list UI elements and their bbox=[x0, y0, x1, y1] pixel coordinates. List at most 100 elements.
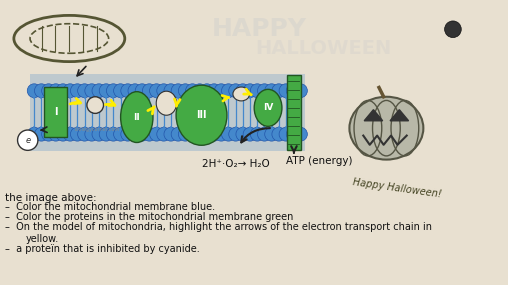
Circle shape bbox=[207, 127, 221, 141]
Text: –  Color the mitochondrial membrane blue.: – Color the mitochondrial membrane blue. bbox=[5, 202, 215, 212]
Text: III: III bbox=[196, 110, 207, 120]
Circle shape bbox=[272, 127, 286, 141]
Circle shape bbox=[49, 84, 62, 98]
Circle shape bbox=[114, 127, 128, 141]
FancyBboxPatch shape bbox=[287, 75, 301, 150]
Circle shape bbox=[63, 127, 77, 141]
Ellipse shape bbox=[156, 91, 177, 115]
Circle shape bbox=[164, 127, 178, 141]
Circle shape bbox=[78, 84, 91, 98]
Circle shape bbox=[142, 127, 156, 141]
Circle shape bbox=[35, 84, 48, 98]
Circle shape bbox=[49, 127, 62, 141]
Circle shape bbox=[185, 127, 200, 141]
Circle shape bbox=[265, 84, 278, 98]
Circle shape bbox=[258, 84, 271, 98]
Circle shape bbox=[164, 84, 178, 98]
Text: biologycorner.com: biologycorner.com bbox=[75, 127, 120, 132]
Circle shape bbox=[63, 84, 77, 98]
Circle shape bbox=[236, 84, 250, 98]
Polygon shape bbox=[364, 110, 383, 121]
Circle shape bbox=[229, 127, 243, 141]
Circle shape bbox=[157, 84, 171, 98]
Circle shape bbox=[221, 84, 235, 98]
Text: –  On the model of mitochondria, highlight the arrows of the electron transport : – On the model of mitochondria, highligh… bbox=[5, 223, 432, 233]
Text: II: II bbox=[134, 113, 140, 122]
Circle shape bbox=[114, 84, 128, 98]
Circle shape bbox=[171, 127, 185, 141]
Circle shape bbox=[185, 84, 200, 98]
Circle shape bbox=[142, 84, 156, 98]
Text: –  a proteïn that is inhibited by cyanide.: – a proteïn that is inhibited by cyanide… bbox=[5, 244, 199, 254]
Circle shape bbox=[444, 21, 461, 38]
Text: HALLOWEEN: HALLOWEEN bbox=[256, 38, 392, 58]
Circle shape bbox=[106, 84, 120, 98]
Circle shape bbox=[149, 127, 164, 141]
Circle shape bbox=[287, 127, 300, 141]
Circle shape bbox=[87, 97, 104, 113]
Circle shape bbox=[92, 127, 106, 141]
Circle shape bbox=[99, 127, 113, 141]
Circle shape bbox=[243, 84, 257, 98]
Circle shape bbox=[56, 84, 70, 98]
Circle shape bbox=[236, 127, 250, 141]
Circle shape bbox=[35, 127, 48, 141]
Circle shape bbox=[193, 127, 207, 141]
Circle shape bbox=[193, 84, 207, 98]
Circle shape bbox=[200, 84, 214, 98]
FancyBboxPatch shape bbox=[29, 74, 305, 151]
Circle shape bbox=[42, 127, 55, 141]
Circle shape bbox=[265, 127, 278, 141]
Text: the image above:: the image above: bbox=[5, 193, 96, 203]
Circle shape bbox=[85, 127, 99, 141]
Circle shape bbox=[157, 127, 171, 141]
Circle shape bbox=[243, 127, 257, 141]
Circle shape bbox=[214, 127, 228, 141]
Circle shape bbox=[287, 84, 300, 98]
Ellipse shape bbox=[350, 97, 423, 160]
Text: yellow.: yellow. bbox=[26, 233, 59, 244]
FancyBboxPatch shape bbox=[44, 87, 67, 137]
Circle shape bbox=[178, 84, 192, 98]
Text: ATP (energy): ATP (energy) bbox=[285, 156, 352, 166]
Circle shape bbox=[71, 84, 84, 98]
Ellipse shape bbox=[176, 85, 227, 145]
Text: e: e bbox=[25, 136, 30, 145]
Circle shape bbox=[92, 84, 106, 98]
Text: 2H⁺·O₂→ H₂O: 2H⁺·O₂→ H₂O bbox=[202, 159, 270, 169]
Circle shape bbox=[229, 84, 243, 98]
Circle shape bbox=[128, 127, 142, 141]
Text: Happy Halloween!: Happy Halloween! bbox=[353, 177, 442, 200]
Circle shape bbox=[135, 127, 149, 141]
Text: I: I bbox=[54, 107, 57, 117]
Circle shape bbox=[272, 84, 286, 98]
Ellipse shape bbox=[120, 92, 153, 142]
Ellipse shape bbox=[254, 89, 282, 126]
Circle shape bbox=[71, 127, 84, 141]
Circle shape bbox=[171, 84, 185, 98]
Circle shape bbox=[279, 127, 293, 141]
Circle shape bbox=[250, 127, 264, 141]
Circle shape bbox=[250, 84, 264, 98]
Circle shape bbox=[258, 127, 271, 141]
Circle shape bbox=[214, 84, 228, 98]
Circle shape bbox=[78, 127, 91, 141]
Circle shape bbox=[128, 84, 142, 98]
Circle shape bbox=[27, 84, 41, 98]
Circle shape bbox=[279, 84, 293, 98]
Circle shape bbox=[207, 84, 221, 98]
Circle shape bbox=[99, 84, 113, 98]
Circle shape bbox=[42, 84, 55, 98]
Circle shape bbox=[27, 127, 41, 141]
Text: –  Color the proteins in the mitochondrial membrane green: – Color the proteins in the mitochondria… bbox=[5, 212, 293, 222]
Circle shape bbox=[106, 127, 120, 141]
Circle shape bbox=[121, 84, 135, 98]
Text: IV: IV bbox=[263, 103, 273, 112]
Polygon shape bbox=[390, 110, 408, 121]
Circle shape bbox=[221, 127, 235, 141]
Circle shape bbox=[294, 127, 307, 141]
Circle shape bbox=[178, 127, 192, 141]
Text: HAPPY: HAPPY bbox=[211, 17, 306, 41]
Circle shape bbox=[200, 127, 214, 141]
Circle shape bbox=[294, 84, 307, 98]
